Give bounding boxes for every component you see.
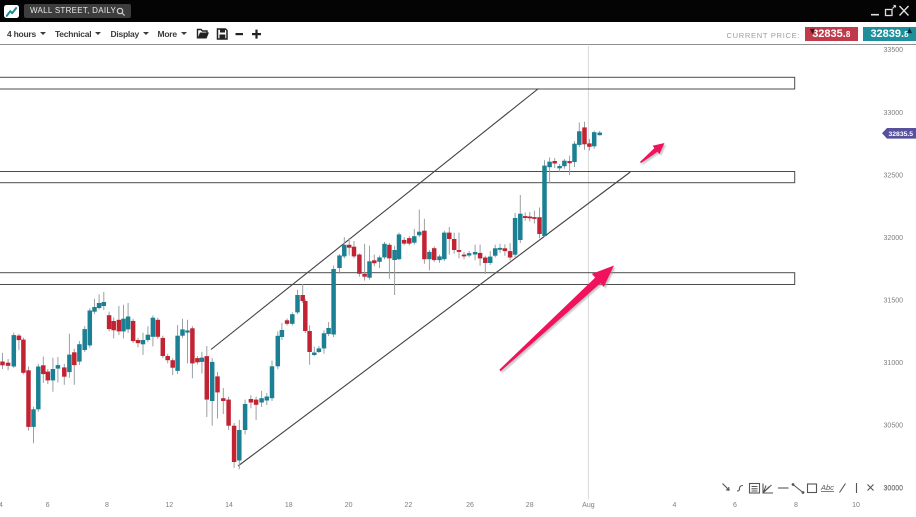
svg-text:20: 20 bbox=[345, 502, 353, 509]
svg-text:4: 4 bbox=[673, 502, 677, 509]
svg-text:6: 6 bbox=[733, 502, 737, 509]
svg-text:32835.5: 32835.5 bbox=[889, 131, 914, 138]
svg-text:8: 8 bbox=[105, 502, 109, 509]
svg-text:30000: 30000 bbox=[884, 485, 904, 492]
svg-text:33000: 33000 bbox=[884, 110, 904, 117]
svg-text:18: 18 bbox=[285, 502, 293, 509]
svg-text:30000: 30000 bbox=[884, 485, 904, 492]
svg-text:Aug: Aug bbox=[582, 502, 595, 509]
svg-text:4: 4 bbox=[0, 502, 3, 509]
svg-text:30500: 30500 bbox=[884, 423, 904, 430]
svg-text:8: 8 bbox=[794, 502, 798, 509]
svg-text:31500: 31500 bbox=[884, 298, 904, 305]
svg-text:31000: 31000 bbox=[884, 360, 904, 367]
svg-text:26: 26 bbox=[466, 502, 474, 509]
svg-text:33500: 33500 bbox=[884, 47, 904, 54]
svg-text:14: 14 bbox=[225, 502, 233, 509]
svg-text:12: 12 bbox=[165, 502, 173, 509]
svg-text:28: 28 bbox=[526, 502, 534, 509]
svg-text:6: 6 bbox=[46, 502, 50, 509]
svg-text:22: 22 bbox=[405, 502, 413, 509]
svg-text:Abc: Abc bbox=[820, 483, 834, 492]
svg-text:10: 10 bbox=[852, 502, 860, 509]
svg-text:32500: 32500 bbox=[884, 172, 904, 179]
svg-text:32000: 32000 bbox=[884, 235, 904, 242]
